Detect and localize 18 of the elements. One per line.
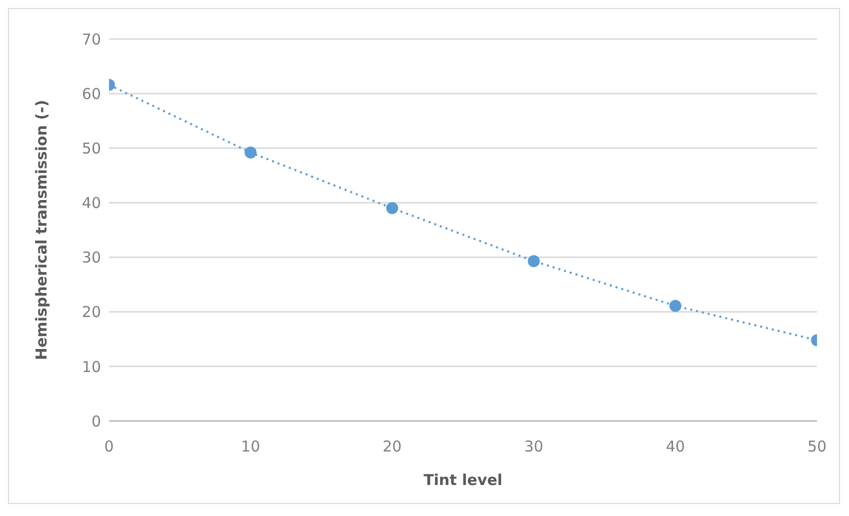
y-tick-label: 0 — [91, 412, 101, 430]
y-tick-label: 60 — [82, 84, 101, 103]
point — [528, 255, 540, 268]
point — [386, 202, 398, 214]
y-tick-label: 10 — [82, 358, 101, 376]
x-tick-label: 0 — [104, 438, 114, 456]
x-tick-label: 30 — [524, 438, 544, 456]
x-axis-title: Tint level — [424, 471, 502, 489]
y-tick-label: 50 — [82, 139, 101, 158]
y-tick-label: 70 — [82, 30, 101, 48]
y-tick-label: 40 — [82, 194, 101, 212]
y-tick-label: 30 — [82, 248, 101, 267]
y-tick-label: 20 — [82, 303, 101, 322]
x-tick-label: 50 — [807, 438, 827, 456]
y-axis-title: Hemispherical transmission (-) — [32, 100, 50, 360]
x-tick-label: 20 — [382, 438, 402, 456]
x-tick-label: 40 — [666, 438, 685, 456]
x-tick-label: 10 — [241, 438, 260, 456]
